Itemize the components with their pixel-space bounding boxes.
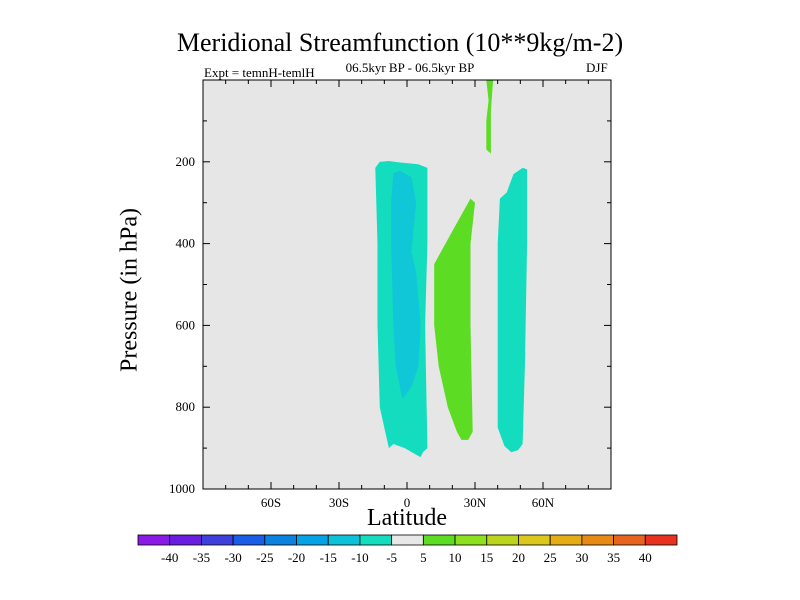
colorbar-swatch-10 (422, 534, 456, 546)
colorbar-swatch-16 (613, 534, 646, 546)
colorbar-swatch-1 (137, 534, 171, 546)
contour-region-3 (434, 198, 475, 440)
contour-region-2 (391, 170, 421, 399)
colorbar-label: -30 (224, 550, 241, 565)
colorbar-label: -40 (161, 550, 178, 565)
contour-region-4 (486, 80, 494, 154)
colorbar-label: 40 (639, 550, 652, 565)
colorbar-swatch-8 (359, 534, 393, 546)
colorbar-swatch-17 (644, 534, 678, 546)
x-tick-label: 30S (329, 495, 349, 510)
colorbar-swatch-6 (296, 534, 329, 546)
colorbar-swatch-5 (264, 534, 297, 546)
plot-frame (202, 79, 612, 490)
colorbar-swatch-3 (201, 534, 234, 546)
colorbar-swatch-15 (581, 534, 614, 546)
y-tick-label: 400 (176, 236, 196, 251)
x-tick-label: 60N (532, 495, 555, 510)
contour-region-5 (497, 167, 528, 453)
colorbar-label: -5 (386, 550, 397, 565)
colorbar-label: -10 (351, 550, 368, 565)
x-axis-label: Latitude (367, 505, 447, 531)
colorbar-label: 10 (449, 550, 462, 565)
y-tick-label: 600 (176, 317, 196, 332)
x-tick-label: 30N (464, 495, 487, 510)
y-tick-label: 200 (176, 154, 196, 169)
colorbar-swatch-7 (327, 534, 361, 546)
colorbar-label: 30 (575, 550, 588, 565)
x-tick-label: 60S (261, 495, 281, 510)
colorbar-swatch-11 (454, 534, 488, 546)
colorbar-label: -25 (256, 550, 273, 565)
chart-subtitle: 06.5kyr BP - 06.5kyr BP (345, 60, 475, 75)
experiment-label: Expt = temnH-temlH (204, 65, 315, 80)
colorbar-label: -15 (320, 550, 337, 565)
y-tick-label: 800 (176, 399, 196, 414)
colorbar-swatch-4 (232, 534, 266, 546)
colorbar-swatch-2 (169, 534, 202, 546)
colorbar-swatch-12 (486, 534, 519, 546)
colorbar-label: -35 (193, 550, 210, 565)
colorbar-swatch-9 (391, 534, 424, 546)
colorbar-label: 15 (480, 550, 493, 565)
colorbar-label: -20 (288, 550, 305, 565)
y-tick-label: 1000 (169, 481, 195, 496)
season-label: DJF (586, 60, 608, 75)
chart-title: Meridional Streamfunction (10**9kg/m-2) (176, 28, 624, 57)
colorbar-label: 35 (607, 550, 620, 565)
colorbar-swatch-14 (549, 534, 583, 546)
colorbar-label: 25 (544, 550, 557, 565)
colorbar-label: 20 (512, 550, 525, 565)
colorbar-label: 5 (420, 550, 427, 565)
x-tick-label: 0 (404, 495, 411, 510)
colorbar-swatch-13 (518, 534, 551, 546)
